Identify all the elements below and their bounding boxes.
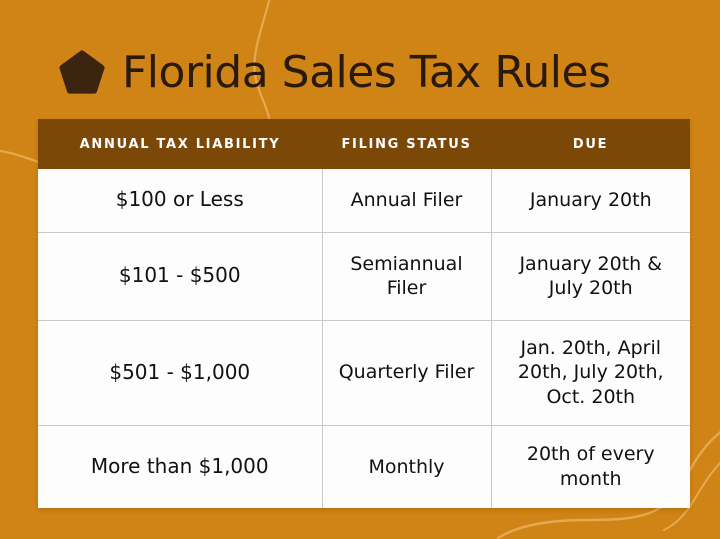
table-row: $501 - $1,000 Quarterly Filer Jan. 20th,… bbox=[38, 320, 690, 426]
table-row: More than $1,000 Monthly 20th of every m… bbox=[38, 425, 690, 508]
rules-table-container: ANNUAL TAX LIABILITY FILING STATUS DUE $… bbox=[38, 119, 690, 508]
cell-filing-status: Quarterly Filer bbox=[322, 320, 492, 426]
cell-due: January 20th & July 20th bbox=[491, 232, 690, 321]
cell-liability: $501 - $1,000 bbox=[38, 320, 323, 426]
cell-filing-status: Monthly bbox=[322, 425, 492, 508]
page-title: Florida Sales Tax Rules bbox=[122, 47, 611, 98]
cell-filing-status: Semiannual Filer bbox=[322, 232, 492, 321]
table-row: $101 - $500 Semiannual Filer January 20t… bbox=[38, 232, 690, 321]
table-body: $100 or Less Annual Filer January 20th $… bbox=[38, 169, 690, 508]
cell-due: January 20th bbox=[491, 169, 690, 233]
column-header-filing-status: FILING STATUS bbox=[322, 119, 491, 169]
cell-filing-status: Annual Filer bbox=[322, 169, 492, 233]
pentagon-icon bbox=[59, 50, 105, 94]
cell-liability: More than $1,000 bbox=[38, 425, 323, 508]
cell-due: Jan. 20th, April 20th, July 20th, Oct. 2… bbox=[491, 320, 690, 426]
cell-due: 20th of every month bbox=[491, 425, 690, 508]
table-header: ANNUAL TAX LIABILITY FILING STATUS DUE bbox=[38, 119, 690, 169]
cell-liability: $101 - $500 bbox=[38, 232, 323, 321]
table-row: $100 or Less Annual Filer January 20th bbox=[38, 169, 690, 233]
table-header-row: ANNUAL TAX LIABILITY FILING STATUS DUE bbox=[38, 119, 690, 169]
poster-header: Florida Sales Tax Rules bbox=[58, 42, 611, 104]
rules-table: ANNUAL TAX LIABILITY FILING STATUS DUE $… bbox=[38, 119, 690, 508]
column-header-annual-tax-liability: ANNUAL TAX LIABILITY bbox=[38, 119, 322, 169]
cell-liability: $100 or Less bbox=[38, 169, 323, 233]
column-header-due: DUE bbox=[491, 119, 690, 169]
